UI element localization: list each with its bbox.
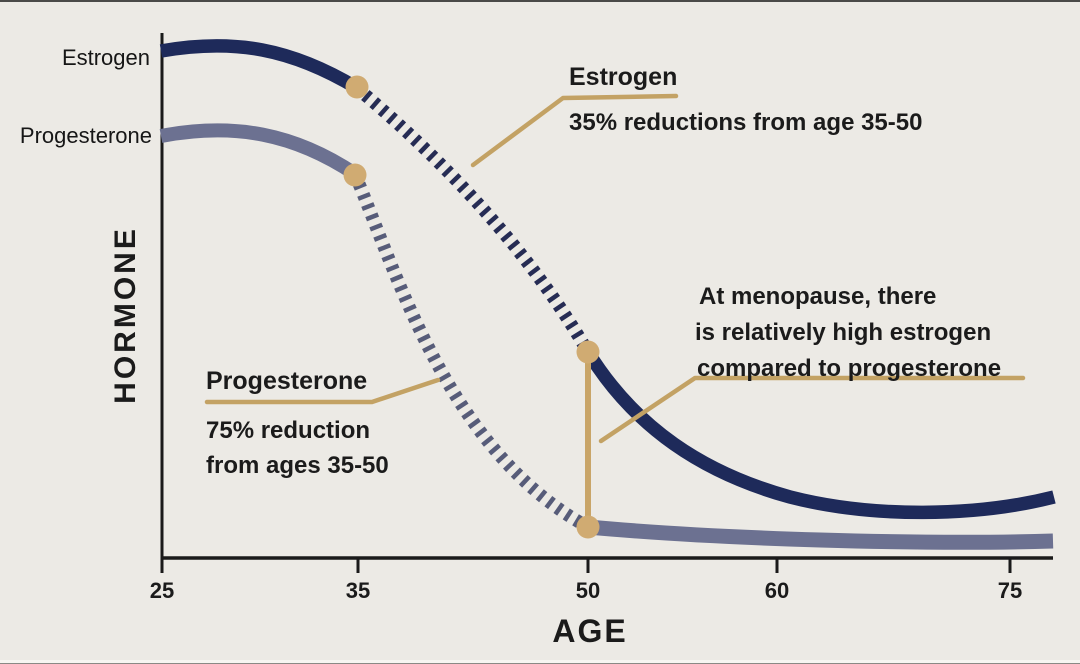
progesterone-annotation-body-line2: from ages 35-50 bbox=[206, 452, 389, 479]
estrogen-age35-dot bbox=[345, 75, 369, 99]
x-tick-label-60: 60 bbox=[764, 578, 790, 603]
progesterone-annotation-body-line1: 75% reduction bbox=[206, 417, 371, 444]
estrogen-annotation-leader-line bbox=[470, 93, 679, 168]
x-tick-label-75: 75 bbox=[997, 578, 1023, 603]
progesterone-dashed-decline-curve bbox=[348, 171, 592, 533]
estrogen-annotation-title: Estrogen bbox=[569, 63, 678, 91]
estrogen-series-label: Estrogen bbox=[61, 45, 150, 70]
progesterone-annotation-title: Progesterone bbox=[206, 367, 368, 395]
x-tick-label-35: 35 bbox=[345, 578, 371, 603]
x-tick-label-25: 25 bbox=[149, 578, 175, 603]
x-axis-ticks bbox=[160, 558, 1012, 573]
progesterone-solid-curve-post bbox=[587, 519, 1054, 550]
progesterone-series-label: Progesterone bbox=[19, 123, 152, 148]
x-axis-title: AGE bbox=[552, 613, 628, 649]
progesterone-age50-dot bbox=[576, 515, 600, 539]
estrogen-solid-curve-young bbox=[159, 39, 361, 94]
progesterone-age35-dot bbox=[343, 163, 367, 187]
progesterone-annotation-leader-line bbox=[204, 377, 441, 405]
y-axis-title: HORMONE bbox=[109, 226, 142, 404]
menopause-annotation-line3: compared to progesterone bbox=[697, 355, 1002, 382]
menopause-annotation-line1: At menopause, there bbox=[699, 283, 937, 310]
top-edge-line bbox=[0, 0, 1080, 2]
menopause-annotation-line2: is relatively high estrogen bbox=[695, 319, 992, 346]
menopause-annotation-leader-line bbox=[598, 375, 1026, 444]
estrogen-dashed-decline-curve bbox=[352, 83, 594, 356]
x-tick-label-50: 50 bbox=[575, 578, 601, 603]
estrogen-annotation-body: 35% reductions from age 35-50 bbox=[569, 109, 923, 136]
estrogen-age50-dot bbox=[576, 340, 600, 364]
progesterone-solid-curve-young bbox=[159, 123, 359, 180]
